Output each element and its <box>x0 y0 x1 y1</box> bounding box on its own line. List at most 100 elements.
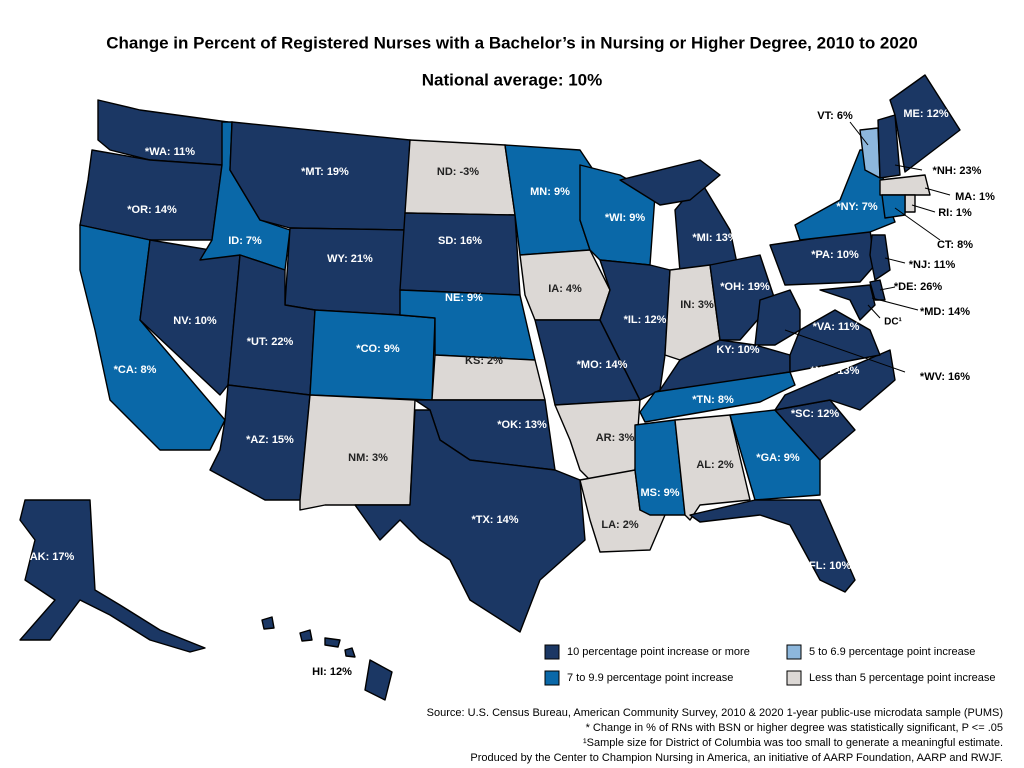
title: Change in Percent of Registered Nurses w… <box>106 33 918 52</box>
state-label: *OH: 19% <box>720 281 770 293</box>
state-label: *NJ: 11% <box>909 259 956 271</box>
state-shape <box>284 227 406 316</box>
footnote: * Change in % of RNs with BSN or higher … <box>586 722 1003 734</box>
state-label: RI: 1% <box>938 207 972 219</box>
state-shape <box>324 637 341 648</box>
state-label: MA: 1% <box>955 191 995 203</box>
state-label: *TN: 8% <box>692 394 734 406</box>
state-shape <box>881 194 906 219</box>
state-label: AL: 2% <box>696 459 734 471</box>
state-label: *MO: 14% <box>577 359 628 371</box>
state-shape <box>877 114 901 179</box>
state-shape <box>299 629 313 642</box>
state-label: *MD: 14% <box>920 306 970 318</box>
state-label: ND: -3% <box>437 166 479 178</box>
state-label: *WI: 9% <box>605 212 646 224</box>
footnote: Source: U.S. Census Bureau, American Com… <box>427 707 1003 719</box>
legend-label: Less than 5 percentage point increase <box>809 672 996 684</box>
state-label: *MT: 19% <box>301 166 349 178</box>
state-label: LA: 2% <box>601 519 639 531</box>
state-shape <box>729 409 821 501</box>
state-shape <box>879 174 931 196</box>
state-shape <box>889 74 961 173</box>
state-label: *OR: 14% <box>127 204 177 216</box>
legend-label: 5 to 6.9 percentage point increase <box>809 646 975 658</box>
legend-swatch <box>544 670 560 686</box>
state-label: KS: 2% <box>465 355 503 367</box>
state-shape <box>399 212 521 296</box>
leader-line <box>849 121 869 146</box>
leader-line <box>924 187 951 196</box>
state-label: *SC: 12% <box>791 408 840 420</box>
state-label: *IL: 12% <box>624 314 667 326</box>
legend-swatch <box>544 644 560 660</box>
state-label: *WA: 11% <box>145 146 195 158</box>
state-label: WY: 21% <box>327 253 373 265</box>
state-label: NE: 9% <box>445 292 483 304</box>
legend-swatch <box>786 670 802 686</box>
state-label: SD: 16% <box>438 235 482 247</box>
state-label: *AZ: 15% <box>246 434 294 446</box>
state-label: *NY: 7% <box>836 201 878 213</box>
state-shape <box>689 499 856 593</box>
state-label: *GA: 9% <box>756 452 800 464</box>
legend-swatch <box>786 644 802 660</box>
state-label: *CA: 8% <box>114 364 157 376</box>
state-label: *WV: 16% <box>920 371 970 383</box>
state-shape <box>364 659 393 701</box>
state-label: ME: 12% <box>903 108 948 120</box>
leader-line <box>784 329 906 373</box>
state-label: NM: 3% <box>348 452 388 464</box>
state-shape <box>789 309 881 373</box>
leader-line <box>894 164 923 171</box>
footnote: Produced by the Center to Champion Nursi… <box>470 752 1003 764</box>
state-shape <box>261 616 275 630</box>
dc-label: DC¹ <box>884 317 902 328</box>
state-shape <box>819 284 876 321</box>
subtitle: National average: 10% <box>422 70 602 89</box>
leader-line <box>884 257 906 264</box>
state-label: *UT: 22% <box>247 336 294 348</box>
legend-label: 7 to 9.9 percentage point increase <box>567 672 733 684</box>
state-label: *OK: 13% <box>497 419 547 431</box>
state-label: IA: 4% <box>548 283 582 295</box>
state-shape <box>344 647 356 658</box>
state-shape <box>599 259 671 401</box>
state-label: AR: 3% <box>596 432 635 444</box>
state-shape <box>19 499 206 653</box>
state-shape <box>309 309 436 401</box>
state-shape <box>869 279 886 301</box>
state-label: MN: 9% <box>530 186 570 198</box>
state-shape <box>79 149 223 241</box>
state-label: HI: 12% <box>312 666 352 678</box>
state-label: *TX: 14% <box>471 514 518 526</box>
leader-line <box>871 297 919 311</box>
state-label: CT: 8% <box>937 239 973 251</box>
state-shape <box>619 159 721 206</box>
state-label: IN: 3% <box>680 299 714 311</box>
state-shape <box>774 349 896 411</box>
state-label: *MI: 13% <box>692 232 737 244</box>
state-label: MS: 9% <box>640 487 679 499</box>
state-shape <box>869 234 891 281</box>
state-shape <box>904 194 916 213</box>
state-label: AK: 17% <box>30 551 75 563</box>
state-label: *PA: 10% <box>811 249 859 261</box>
state-label: *NC: 13% <box>811 365 860 377</box>
state-label: *NH: 23% <box>933 165 982 177</box>
state-label: KY: 10% <box>716 344 759 356</box>
state-label: *DE: 26% <box>894 281 943 293</box>
state-shape <box>639 371 796 423</box>
leader-line <box>879 286 896 291</box>
state-label: *CO: 9% <box>356 343 400 355</box>
state-label: VT: 6% <box>817 110 853 122</box>
leader-line <box>867 304 881 319</box>
state-label: ID: 7% <box>228 235 262 247</box>
leader-line <box>894 207 941 241</box>
state-label: *VA: 11% <box>813 321 860 333</box>
state-label: *FL: 10% <box>805 560 852 572</box>
state-label: NV: 10% <box>173 315 217 327</box>
footnote: ¹Sample size for District of Columbia wa… <box>583 737 1003 749</box>
legend-label: 10 percentage point increase or more <box>567 646 750 658</box>
